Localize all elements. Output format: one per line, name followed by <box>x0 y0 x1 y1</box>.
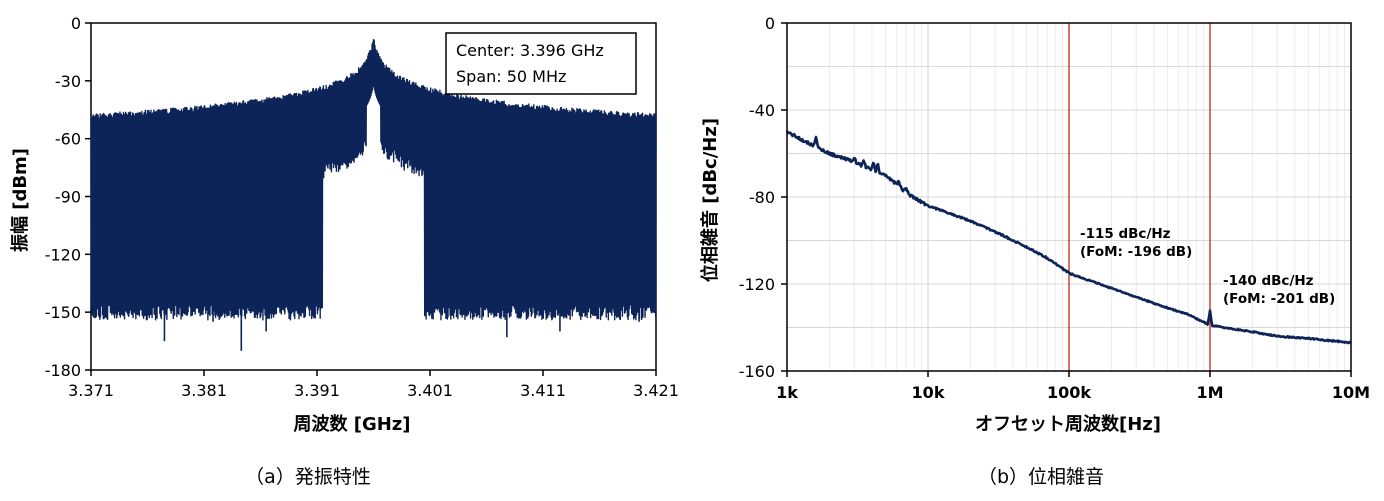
spectrum-y-ticks: 0 -30 -60 -90 -120 -150 -180 <box>45 14 91 380</box>
spectrum-infobox-span: Span: 50 MHz <box>456 67 566 86</box>
marker-1m-fom: (FoM: -201 dB) <box>1223 291 1335 307</box>
phase-noise-caption: （b）位相雑音 <box>978 466 1104 488</box>
phase-noise-y-tick-label: -80 <box>749 188 775 207</box>
spectrum-x-ticks: 3.371 3.381 3.391 3.401 3.411 3.421 <box>68 370 679 400</box>
spectrum-y-axis-title: 振幅 [dBm] <box>9 148 31 252</box>
spectrum-x-tick-label: 3.411 <box>520 381 566 400</box>
marker-100k-value: -115 dBc/Hz <box>1080 226 1171 242</box>
spectrum-x-tick-label: 3.371 <box>68 381 114 400</box>
spectrum-y-tick-label: -60 <box>55 130 81 149</box>
phase-noise-y-ticks: 0 -40 -80 -120 -160 <box>739 14 787 381</box>
spectrum-chart: 0-30-60-90-120-150-180 3.371 3.381 3.391 3.… <box>9 14 679 488</box>
spectrum-x-tick-label: 3.381 <box>181 381 227 400</box>
spectrum-x-tick-label: 3.401 <box>407 381 453 400</box>
phase-noise-x-tick-label: 1M <box>1196 383 1223 402</box>
phase-noise-x-tick-label: 10M <box>1332 383 1370 402</box>
phase-noise-y-tick-label: -160 <box>739 362 775 381</box>
spectrum-y-tick-label: -180 <box>45 361 81 380</box>
marker-100k-fom: (FoM: -196 dB) <box>1080 244 1192 260</box>
phase-noise-y-tick-label: 0 <box>765 14 775 33</box>
spectrum-y-tick-label: 0 <box>71 14 81 33</box>
phase-noise-x-tick-label: 100k <box>1047 383 1091 402</box>
phase-noise-y-tick-label: -40 <box>749 101 775 120</box>
phase-noise-x-tick-label: 10k <box>912 383 945 402</box>
phase-noise-y-tick-label: -120 <box>739 275 775 294</box>
spectrum-infobox-center: Center: 3.396 GHz <box>456 41 604 60</box>
phase-noise-x-tick-label: 1k <box>776 383 798 402</box>
spectrum-spurs <box>163 250 640 351</box>
spectrum-y-tick-label: -150 <box>45 303 81 322</box>
phase-noise-chart: 0 -40 -80 -120 -160 1k 10k 100k 1M 10M -115 dBc/… <box>699 14 1370 488</box>
phase-noise-y-axis-title: 位相雑音 [dBc/Hz] <box>699 118 721 282</box>
spectrum-infobox: Center: 3.396 GHz Span: 50 MHz <box>445 32 637 95</box>
spectrum-y-tick-label: -90 <box>55 188 81 207</box>
phase-noise-x-axis-title: オフセット周波数[Hz] <box>975 413 1161 435</box>
spectrum-x-tick-label: 3.391 <box>294 381 340 400</box>
phase-noise-trace <box>785 130 1352 345</box>
spectrum-y-tick-label: -30 <box>55 72 81 91</box>
spectrum-y-tick-label: -120 <box>45 245 81 264</box>
spectrum-x-tick-label: 3.421 <box>633 381 679 400</box>
spectrum-caption: （a）発振特性 <box>245 466 371 488</box>
spectrum-trace <box>90 39 657 321</box>
phase-noise-x-ticks: 1k 10k 100k 1M 10M <box>776 371 1370 402</box>
spectrum-infobox-frame <box>445 32 637 95</box>
marker-1m-value: -140 dBc/Hz <box>1223 273 1314 289</box>
spectrum-x-axis-title: 周波数 [GHz] <box>293 413 410 435</box>
